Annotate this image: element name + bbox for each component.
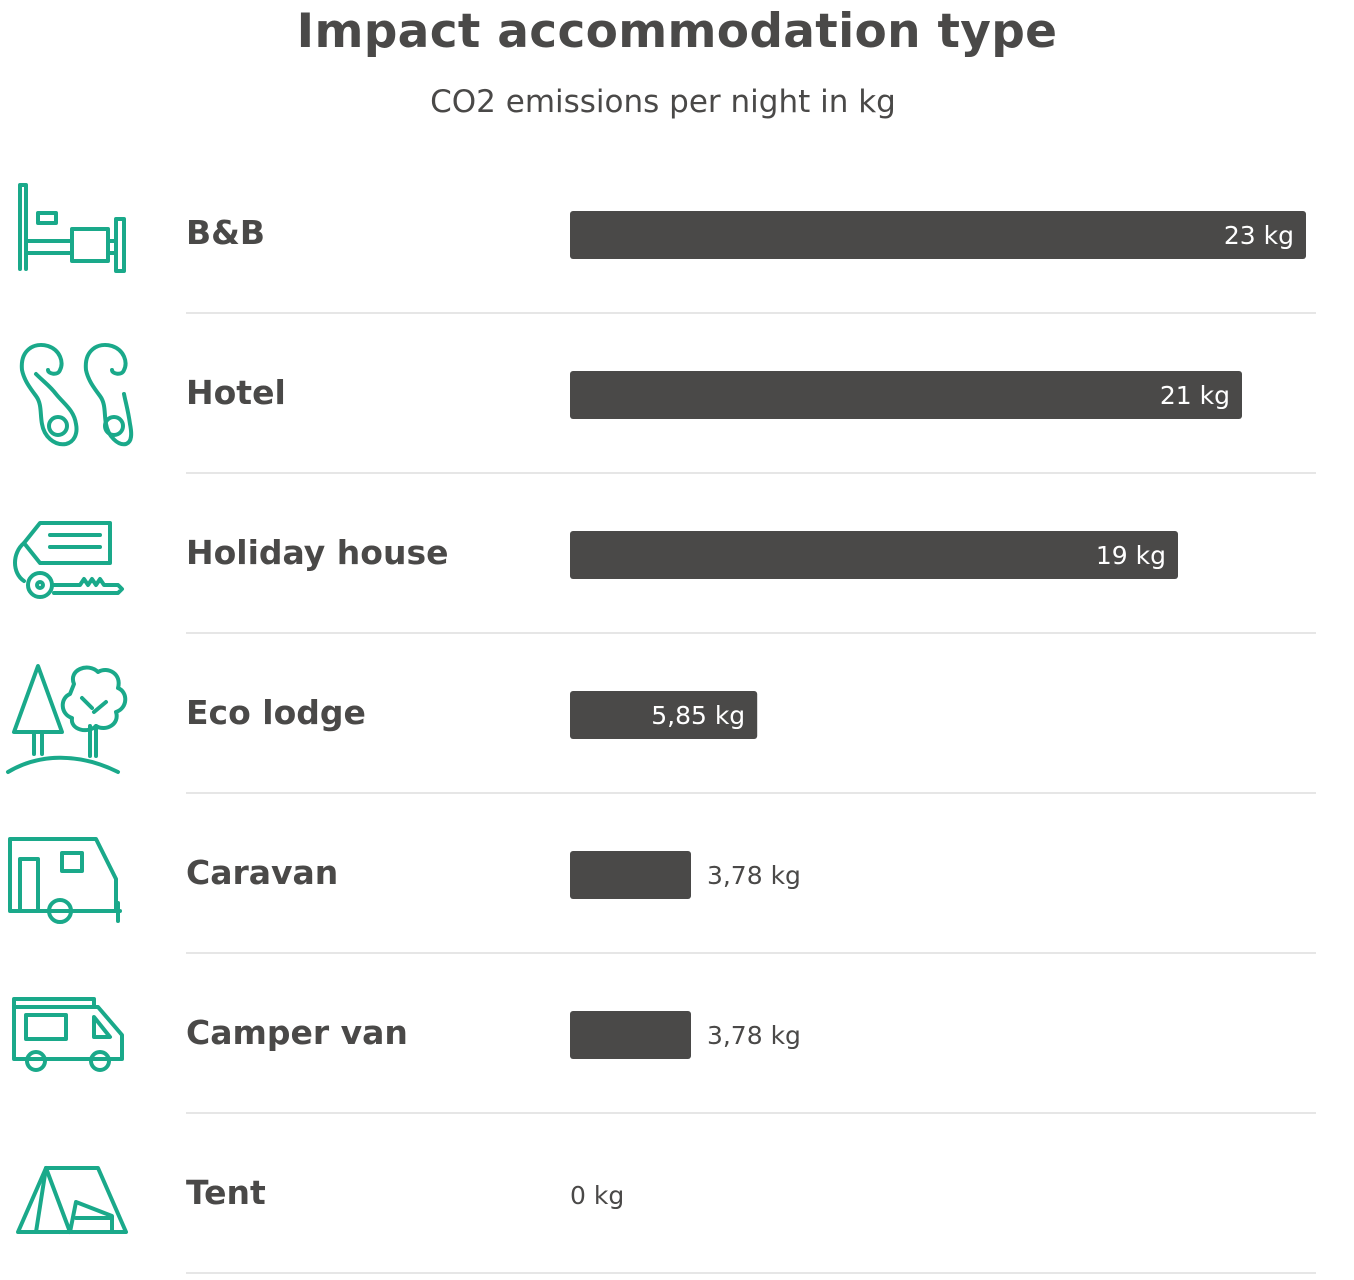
bar [570, 691, 758, 739]
key-tag-icon [13, 521, 124, 599]
data-label: 21 kg [1160, 381, 1230, 410]
tent-icon [16, 1166, 128, 1234]
category-label: Hotel [186, 373, 286, 412]
caravan-icon [8, 837, 122, 924]
category-label: Caravan [186, 853, 338, 892]
bar [570, 1011, 691, 1059]
category-label: Camper van [186, 1013, 408, 1052]
category-label: Tent [186, 1173, 266, 1212]
bar [570, 371, 1242, 419]
category-label: Holiday house [186, 533, 448, 572]
bed-icon [18, 183, 126, 273]
bar [570, 851, 691, 899]
data-label: 3,78 kg [707, 1021, 801, 1050]
category-label: Eco lodge [186, 693, 366, 732]
door-hanger-icon [19, 343, 134, 447]
camper-van-icon [12, 997, 124, 1072]
trees-icon [6, 664, 128, 774]
bar [570, 211, 1306, 259]
data-label: 3,78 kg [707, 861, 801, 890]
chart-subtitle: CO2 emissions per night in kg [430, 84, 896, 120]
data-label: 0 kg [570, 1181, 624, 1210]
data-label: 23 kg [1224, 221, 1294, 250]
data-label: 19 kg [1096, 541, 1166, 570]
data-label: 5,85 kg [651, 701, 745, 730]
bar [570, 531, 1178, 579]
category-label: B&B [186, 213, 265, 252]
chart-title: Impact accommodation type [296, 4, 1058, 59]
